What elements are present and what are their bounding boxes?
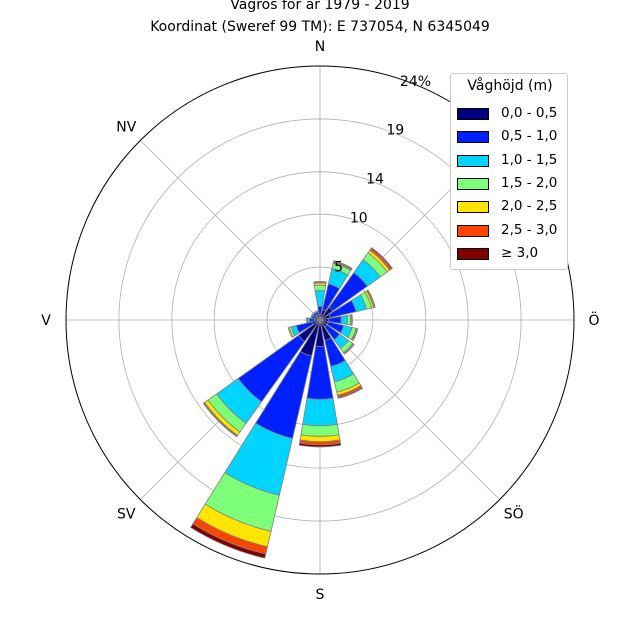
bar-segment [300, 423, 340, 437]
bar-segment [367, 289, 376, 308]
direction-label: NV [116, 119, 136, 135]
legend-swatch [457, 177, 489, 190]
legend-label: 1,0 - 1,5 [501, 151, 558, 168]
radial-tick-label: 24% [400, 74, 431, 90]
legend-label: 2,5 - 3,0 [501, 221, 558, 238]
direction-label: SÖ [504, 505, 524, 523]
legend-swatch [457, 224, 489, 237]
bar-segment [287, 326, 294, 338]
direction-label: N [315, 39, 325, 55]
radial-tick-label: 19 [386, 123, 404, 139]
legend-item: 0,0 - 0,5 [457, 104, 567, 124]
chart-title: Vågros för år 1979 - 2019 [230, 0, 410, 13]
radial-tick-label: 5 [334, 260, 343, 276]
legend-item: 0,5 - 1,0 [457, 127, 567, 147]
outer-circle [65, 65, 575, 575]
legend-swatch [457, 108, 489, 120]
bar-segment [310, 314, 314, 319]
chart-subtitle: Koordinat (Sweref 99 TM): E 737054, N 63… [150, 19, 490, 35]
grid-spoke [140, 140, 321, 321]
bar-segment [333, 260, 353, 270]
bar-segment [351, 314, 353, 326]
legend-label: 2,0 - 2,5 [501, 198, 558, 215]
radial-tick-label: 10 [350, 211, 368, 227]
legend-label: 0,5 - 1,0 [501, 128, 558, 145]
legend-item: 2,5 - 3,0 [457, 221, 567, 241]
legend-swatch [457, 154, 489, 167]
direction-label: S [316, 587, 325, 603]
radial-tick-label: 14 [366, 172, 384, 188]
direction-label: Ö [588, 311, 599, 329]
bar-segment [340, 315, 348, 325]
bar-segment [313, 280, 327, 283]
legend: Våghöjd (m) 0,0 - 0,5 0,5 - 1,0 1,0 - 1,5 1… [450, 73, 568, 270]
direction-label: V [41, 313, 51, 329]
legend-item: 2,0 - 2,5 [457, 197, 567, 217]
legend-swatch [457, 247, 489, 260]
direction-label: SV [117, 507, 136, 523]
bar-segment [337, 386, 364, 399]
bar-segment [352, 328, 359, 342]
bar-segment [202, 402, 238, 438]
legend-item: 1,5 - 2,0 [457, 174, 567, 194]
bar-segment [313, 284, 327, 292]
bar-segment [370, 247, 393, 270]
legend-swatch [457, 201, 489, 214]
bar-segment [302, 397, 338, 427]
bar-segment [190, 523, 267, 559]
legend-label: 0,0 - 0,5 [501, 105, 558, 121]
legend-label: 1,5 - 2,0 [501, 174, 558, 191]
legend-item: 1,0 - 1,5 [457, 151, 567, 171]
legend-item: ≥ 3,0 [457, 244, 567, 264]
bar-segment [311, 311, 316, 316]
bar-segment [305, 317, 308, 323]
legend-title: Våghöjd (m) [467, 78, 553, 94]
legend-swatch [457, 131, 489, 144]
bar-segment [343, 343, 355, 355]
bar-segment [298, 442, 342, 448]
bar-segment [314, 310, 319, 314]
legend-label: ≥ 3,0 [501, 244, 539, 261]
